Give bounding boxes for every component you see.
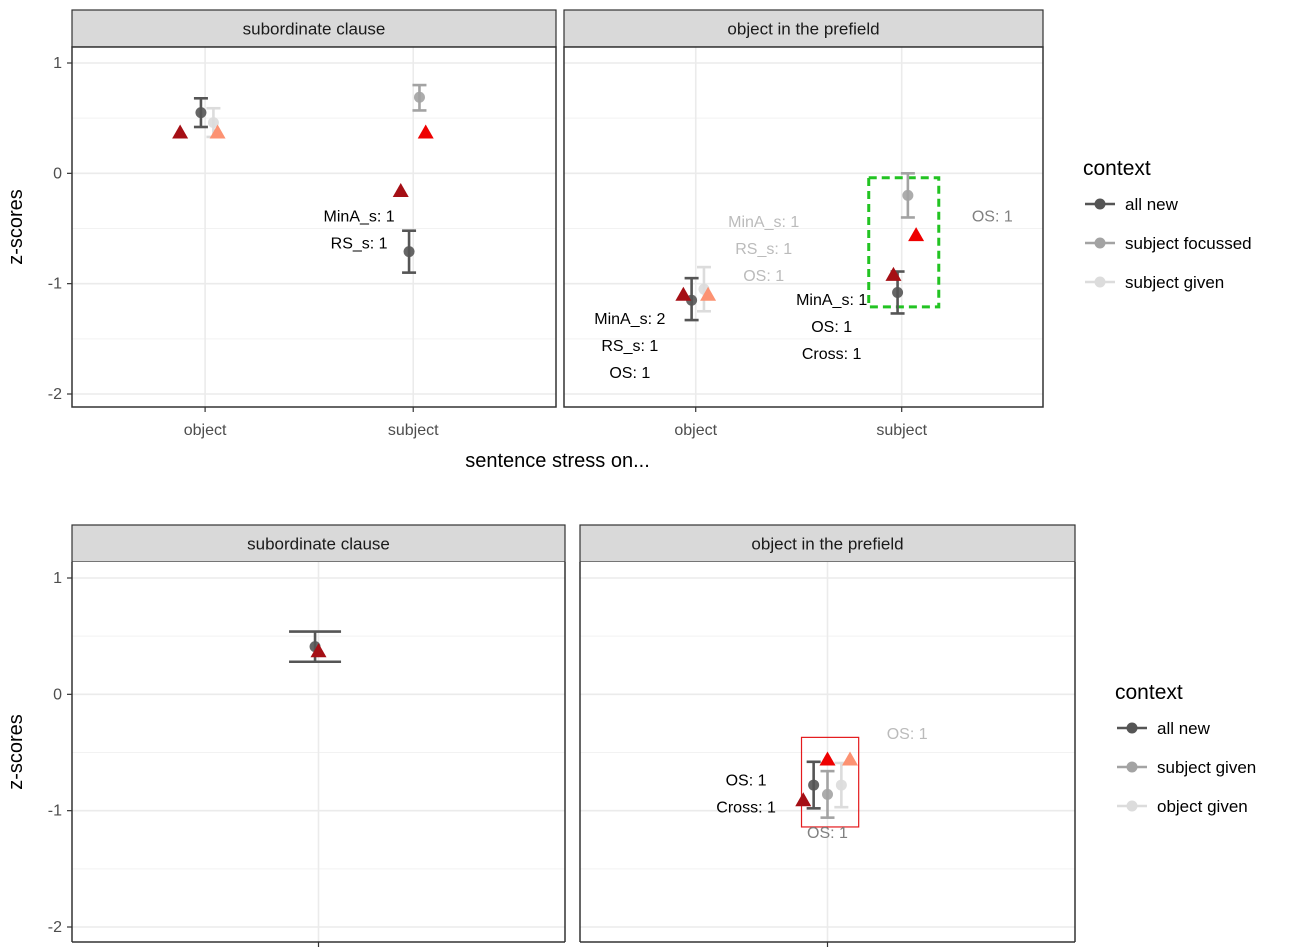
annotation-text: RS_s: 1 xyxy=(735,241,792,258)
panel-2: object in the prefield OS: 1 Cross: 1 OS: 1… xyxy=(579,524,1076,947)
x-axis-title: sentence stress on... xyxy=(465,450,650,472)
data-point xyxy=(835,779,847,791)
y-tick-label: -1 xyxy=(48,803,62,820)
highlight-box xyxy=(800,736,860,828)
annotation-text: RS_s: 1 xyxy=(601,338,658,355)
triangle-marker xyxy=(885,266,902,281)
data-point xyxy=(403,246,415,258)
legend-title: context xyxy=(1115,681,1183,704)
annotation-text: RS_s: 1 xyxy=(331,235,388,252)
annotation-text: OS: 1 xyxy=(972,208,1013,225)
legend-key-point xyxy=(1126,800,1138,812)
y-tick-label: -2 xyxy=(48,386,62,403)
legend-key-point xyxy=(1126,761,1138,773)
panel-1: subordinate clause 1 0 -1 -2 xyxy=(48,524,566,947)
legend-label: subject focussed xyxy=(1125,234,1252,253)
panel-border xyxy=(71,46,557,408)
facet-strip-label: object in the prefield xyxy=(727,20,879,39)
legend-key-point xyxy=(1094,198,1106,210)
legend-title: context xyxy=(1083,157,1151,180)
legend-label: all new xyxy=(1125,195,1179,214)
data-point xyxy=(207,117,219,129)
triangle-marker xyxy=(795,792,812,807)
legend-key-point xyxy=(1094,276,1106,288)
facet-strip xyxy=(71,524,566,563)
triangle-marker xyxy=(310,643,327,658)
data-point xyxy=(195,107,207,119)
data-point xyxy=(808,779,820,791)
facet-strip xyxy=(71,9,557,48)
triangle-marker xyxy=(392,182,409,197)
annotation-text: Cross: 1 xyxy=(802,346,862,363)
panel-1: subordinate clause MinA_s: 1 RS_s: 1 object… xyxy=(48,9,557,439)
x-tick-label: object xyxy=(674,422,717,439)
legend-label: subject given xyxy=(1157,758,1256,777)
x-tick-label: subject xyxy=(388,422,439,439)
annotation-text: MinA_s: 1 xyxy=(324,208,395,225)
y-tick-label: 1 xyxy=(53,570,62,587)
highlight-box xyxy=(867,176,941,309)
annotation-text: OS: 1 xyxy=(609,365,650,382)
annotation-text: Cross: 1 xyxy=(716,799,776,816)
panel-2: object in the prefield MinA_s: 1 RS_s: 1 OS… xyxy=(563,9,1044,439)
plot-background xyxy=(72,47,556,407)
y-tick-label: -1 xyxy=(48,276,62,293)
legend-label: subject given xyxy=(1125,273,1224,292)
annotation-text: OS: 1 xyxy=(887,726,928,743)
plot-background xyxy=(564,47,1043,407)
triangle-marker xyxy=(675,286,692,301)
triangle-marker xyxy=(819,751,836,766)
data-point xyxy=(822,788,833,800)
triangle-marker xyxy=(908,227,925,242)
triangle-marker xyxy=(417,124,434,139)
annotation-text: OS: 1 xyxy=(811,319,852,336)
facet-strip-label: object in the prefield xyxy=(751,535,903,554)
y-tick-label: 1 xyxy=(53,55,62,72)
legend-label: object given xyxy=(1157,797,1248,816)
y-tick-label: 0 xyxy=(53,165,62,182)
legend: context all new subject given object given xyxy=(1115,681,1256,816)
y-tick-label: -2 xyxy=(48,919,62,936)
facet-strip-label: subordinate clause xyxy=(243,20,386,39)
facet-strip xyxy=(579,524,1076,563)
x-tick-label: subject xyxy=(876,422,927,439)
panel-border xyxy=(563,46,1044,408)
y-axis-title: z-scores xyxy=(5,189,27,265)
y-tick-label: 0 xyxy=(53,686,62,703)
annotation-text: OS: 1 xyxy=(743,268,784,285)
legend-label: all new xyxy=(1157,719,1211,738)
facet-strip-label: subordinate clause xyxy=(247,535,390,554)
chart-2: subordinate clause 1 0 -1 -2 object in the pr… xyxy=(5,524,1256,947)
annotation-text: MinA_s: 1 xyxy=(728,214,799,231)
triangle-marker xyxy=(172,124,189,139)
annotation-text: MinA_s: 2 xyxy=(594,311,665,328)
y-axis-title: z-scores xyxy=(5,714,27,790)
annotation-text: MinA_s: 1 xyxy=(796,292,867,309)
annotation-text: OS: 1 xyxy=(726,772,767,789)
legend: context all new subject focussed subject gi… xyxy=(1083,157,1252,292)
triangle-marker xyxy=(842,751,859,766)
data-point xyxy=(413,91,425,103)
legend-key-point xyxy=(1126,722,1138,734)
x-tick-label: object xyxy=(184,422,227,439)
data-point xyxy=(892,286,904,298)
legend-key-point xyxy=(1094,237,1106,249)
facet-strip xyxy=(563,9,1044,48)
triangle-marker xyxy=(209,124,226,139)
triangle-marker xyxy=(700,286,717,301)
annotation-text: OS: 1 xyxy=(807,825,848,842)
data-point xyxy=(902,189,914,201)
